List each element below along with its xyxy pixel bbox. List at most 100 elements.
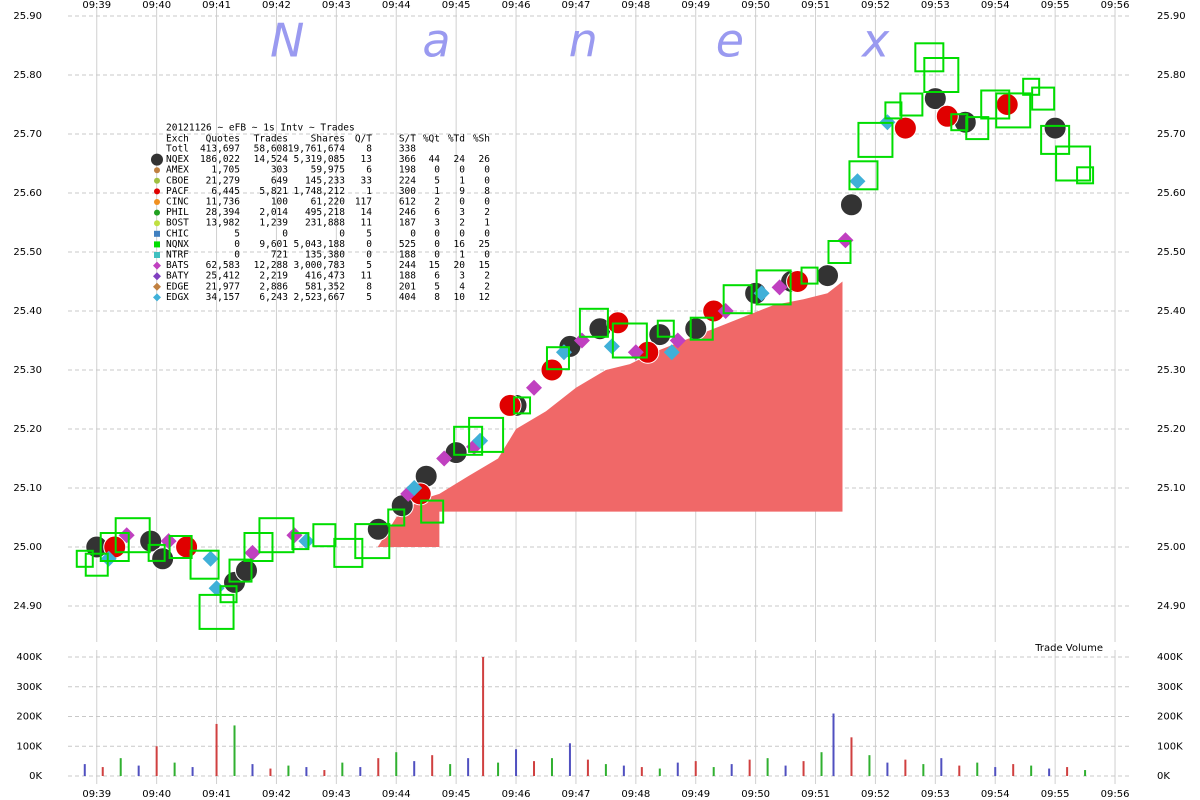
- volume-bar: [323, 770, 326, 776]
- trade-square: [387, 508, 406, 527]
- legend-stat: 224: [399, 175, 416, 186]
- y-tick-label-right: 25.30: [1157, 365, 1186, 376]
- legend-header: %Qt: [423, 134, 440, 145]
- legend-stat: 188: [399, 271, 416, 282]
- legend-stat: 1,705: [211, 165, 240, 176]
- trade-square: [228, 558, 253, 583]
- trade-square: [689, 316, 714, 341]
- trade-square: [168, 535, 193, 559]
- legend-swatch: [154, 230, 160, 237]
- y-tick-label: 25.50: [13, 247, 42, 258]
- y-tick-label-right: 400K: [1157, 652, 1183, 663]
- volume-bar: [622, 765, 625, 776]
- volume-bar: [586, 759, 589, 776]
- trade-circle: [923, 87, 947, 111]
- y-tick-label: 25.10: [13, 483, 42, 494]
- legend-stat: 0: [484, 197, 490, 208]
- trade-square: [1031, 86, 1056, 111]
- legend-header: Shares: [311, 134, 345, 145]
- volume-bar: [305, 767, 308, 776]
- x-tick-label: 09:52: [861, 789, 890, 800]
- legend-stat: 0: [459, 197, 465, 208]
- legend-exchange: EDGE: [166, 281, 189, 292]
- y-tick-label-right: 25.20: [1157, 424, 1186, 435]
- legend-stat: 28,394: [206, 207, 241, 218]
- trade-square: [147, 543, 166, 562]
- volume-bar: [215, 723, 218, 776]
- legend-stat: 0: [484, 250, 490, 261]
- legend-stat: 21,977: [206, 281, 240, 292]
- legend-stat: 0: [366, 239, 372, 250]
- volume-bar: [269, 768, 272, 776]
- legend-stat: 0: [234, 239, 240, 250]
- legend-stat: 21,279: [206, 175, 241, 186]
- x-tick-label: 09:49: [681, 0, 710, 11]
- volume-bar: [832, 713, 835, 776]
- volume-bar: [395, 752, 398, 776]
- volume-bar: [377, 758, 380, 776]
- x-tick-label: 09:43: [322, 789, 351, 800]
- trade-square: [198, 593, 235, 630]
- legend-swatch: [154, 209, 160, 216]
- legend-stat: 244: [399, 260, 416, 271]
- volume-bar: [994, 767, 997, 776]
- legend-stat: 188: [399, 250, 416, 261]
- volume-bar: [940, 758, 943, 776]
- trade-diamond: [663, 344, 680, 361]
- x-tick-label: 09:50: [741, 0, 770, 11]
- legend-stat: 13,982: [206, 218, 240, 229]
- legend-swatch: [153, 293, 161, 302]
- legend-stat: 14: [361, 207, 373, 218]
- trade-circle: [684, 317, 708, 341]
- legend-exchange: CBOE: [166, 175, 189, 186]
- legend-stat: 246: [399, 207, 416, 218]
- legend-stat: 6,243: [259, 292, 288, 303]
- legend-stat: 612: [399, 197, 416, 208]
- trade-square: [513, 396, 532, 415]
- x-tick-label: 09:48: [621, 0, 650, 11]
- volume-bar: [497, 762, 500, 776]
- volume-bar: [958, 765, 961, 776]
- trade-square: [965, 116, 990, 141]
- y-tick-label: 24.90: [13, 601, 42, 612]
- y-tick-label: 25.00: [13, 542, 42, 553]
- legend-stat: 2,219: [259, 271, 288, 282]
- legend-stat: 26: [479, 154, 491, 165]
- legend-stat: 0: [434, 228, 440, 239]
- volume-bar: [748, 759, 751, 776]
- legend-swatch: [153, 261, 161, 270]
- legend-stat: 25,412: [206, 271, 240, 282]
- trade-square: [899, 92, 924, 117]
- legend-exchange: BATS: [166, 260, 189, 271]
- volume-bar: [766, 758, 769, 776]
- legend-stat: 1: [434, 186, 440, 197]
- legend-stat: 231,888: [305, 218, 345, 229]
- x-tick-label: 09:42: [262, 789, 291, 800]
- legend-swatch: [154, 199, 160, 205]
- legend-exchange: Totl: [166, 144, 189, 155]
- legend-exchange: NTRF: [166, 250, 189, 261]
- volume-bar: [1084, 770, 1087, 776]
- volume-bar: [820, 752, 823, 776]
- trade-square: [291, 532, 310, 551]
- legend-swatch: [153, 282, 161, 291]
- x-tick-label: 09:56: [1101, 0, 1130, 11]
- legend-stat: 0: [484, 165, 490, 176]
- volume-bar: [976, 762, 979, 776]
- y-tick-label: 25.70: [13, 129, 42, 140]
- x-tick-label: 09:40: [142, 789, 171, 800]
- legend-stat: 12,288: [254, 260, 289, 271]
- legend-stat: 12: [479, 292, 490, 303]
- volume-bar: [449, 764, 452, 776]
- legend-stat: 14,524: [254, 154, 289, 165]
- legend-exchange: PACF: [166, 186, 189, 197]
- legend-stat: 0: [434, 250, 440, 261]
- volume-bar: [173, 762, 176, 776]
- x-tick-label: 09:40: [142, 0, 171, 11]
- legend-stat: 2,886: [259, 281, 288, 292]
- legend-stat: 1: [366, 186, 372, 197]
- volume-bar: [850, 737, 853, 776]
- legend-stat: 338: [399, 144, 416, 155]
- x-tick-label: 09:54: [981, 789, 1010, 800]
- trade-square: [468, 416, 505, 453]
